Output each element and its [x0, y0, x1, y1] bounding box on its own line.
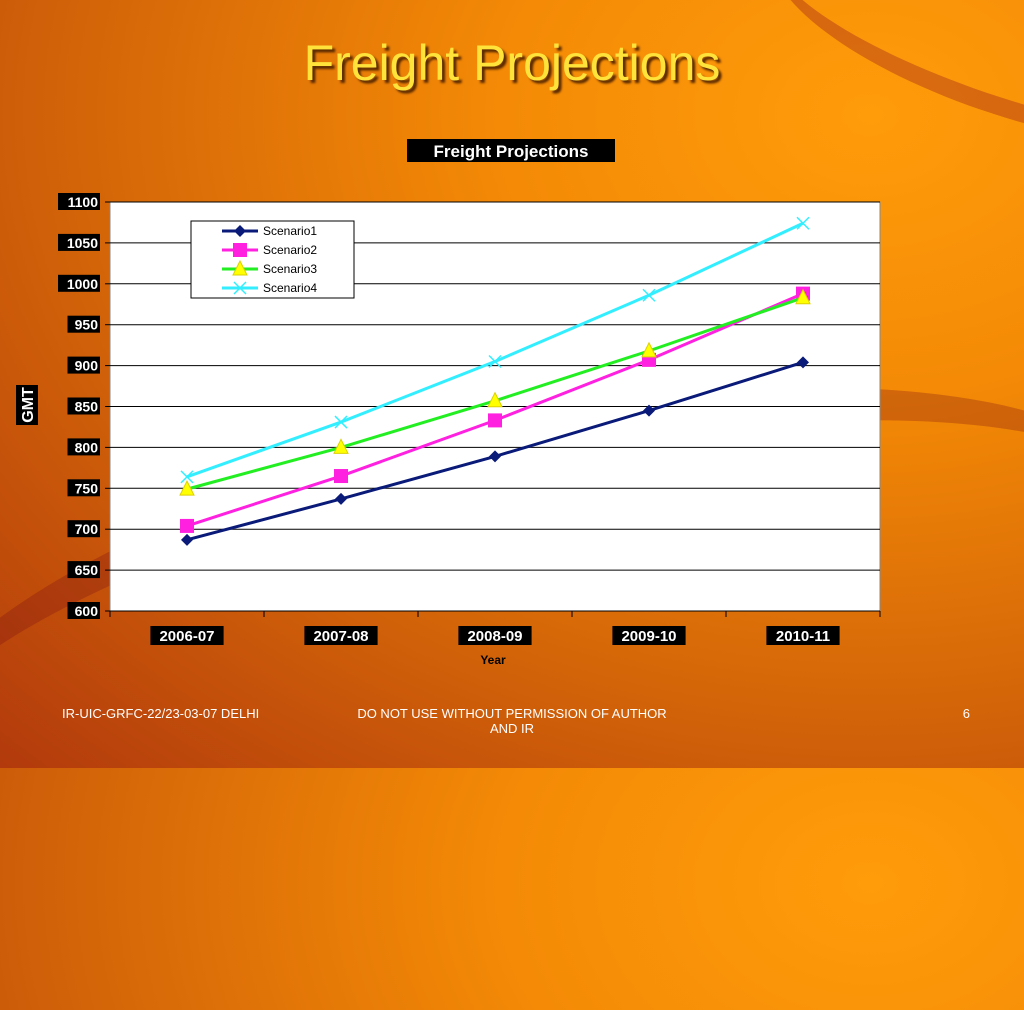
- y-tick-label: 1050: [67, 235, 98, 251]
- data-point: [179, 479, 195, 496]
- data-point: [488, 413, 502, 428]
- legend-swatch-marker: [233, 281, 247, 295]
- legend-entry-label: Scenario1: [263, 224, 317, 238]
- legend-entry-label: Scenario4: [263, 281, 317, 295]
- data-point: [642, 288, 656, 302]
- y-tick-label: 950: [75, 317, 99, 333]
- data-point: [335, 492, 347, 505]
- line-chart: 600 650 700 750 800 850 900 950 1000 1050 1100 200…: [16, 139, 881, 667]
- y-tick-label: 750: [75, 480, 99, 496]
- data-point: [641, 341, 657, 358]
- series-layer: [179, 216, 811, 546]
- y-axis-label: GMT: [16, 385, 38, 425]
- x-tick-label-background: [458, 626, 532, 645]
- x-tick-label: 2010-11: [776, 628, 830, 645]
- y-tick-label-background: [67, 356, 100, 374]
- chart-title: Freight Projections: [407, 139, 615, 162]
- x-tick-label: 2008-09: [467, 628, 522, 645]
- series-scenario3: [179, 288, 811, 496]
- y-tick-label: 1000: [67, 276, 98, 292]
- data-point: [334, 469, 348, 484]
- y-tick-label-background: [58, 193, 100, 210]
- legend-swatch-marker: [232, 259, 248, 276]
- x-axis-label: Year: [480, 653, 506, 667]
- y-tick-label: 700: [75, 521, 99, 537]
- y-tick-label: 800: [75, 439, 99, 455]
- slide-title: Freight Projections: [303, 35, 721, 91]
- y-tick-label-background: [67, 397, 100, 415]
- footer-left-text: IR-UIC-GRFC-22/23-03-07 DELHI: [62, 706, 260, 721]
- data-point: [796, 216, 810, 230]
- legend-box: [190, 220, 355, 299]
- y-tick-label-background: [67, 561, 100, 579]
- y-tick-label: 1100: [68, 194, 99, 210]
- y-tick-label-background: [67, 520, 100, 538]
- data-point: [795, 288, 811, 305]
- y-tick-label: 600: [75, 603, 99, 619]
- axis-labels: Year GMT: [16, 385, 506, 667]
- x-tick-label: 2006-07: [159, 628, 214, 645]
- series-scenario1: [181, 356, 809, 546]
- y-tick-label-background: [67, 479, 100, 497]
- series-scenario4: [180, 216, 810, 484]
- x-tick-label-background: [304, 626, 378, 645]
- y-tick-label-background: [58, 233, 100, 251]
- y-tick-label: 900: [75, 358, 99, 374]
- legend-entry-label: Scenario3: [263, 262, 317, 276]
- y-tick-label: 850: [75, 399, 99, 415]
- chart-title-background: [407, 139, 615, 162]
- legend: Scenario1 Scenario2 Scenario3 Scenario4: [190, 220, 355, 299]
- data-point: [180, 518, 194, 533]
- x-tick-label-background: [766, 626, 840, 645]
- data-point: [487, 391, 503, 408]
- y-axis-ticks: 600 650 700 750 800 850 900 950 1000 1050 1100: [58, 193, 110, 619]
- data-point: [181, 533, 193, 546]
- data-point: [488, 354, 502, 369]
- y-axis-label-background: [16, 385, 38, 425]
- y-tick-label-background: [67, 602, 100, 619]
- legend-swatch-marker: [234, 225, 246, 237]
- x-tick-label: 2009-10: [621, 628, 676, 645]
- x-tick-label: 2007-08: [313, 628, 368, 645]
- legend-entry-label: Scenario2: [263, 243, 317, 257]
- y-tick-label-background: [58, 274, 100, 292]
- data-point: [334, 415, 348, 429]
- footer-center-text: DO NOT USE WITHOUT PERMISSION OF AUTHOR …: [357, 706, 667, 736]
- x-tick-label-background: [612, 626, 686, 645]
- legend-swatch-marker: [233, 243, 247, 257]
- x-tick-label-background: [150, 626, 224, 645]
- page-number: 6: [962, 706, 970, 721]
- data-point: [180, 470, 194, 484]
- data-point: [489, 450, 501, 463]
- y-tick-label-background: [67, 438, 100, 456]
- data-point: [333, 438, 349, 454]
- chart-title-text: Freight Projections: [434, 142, 589, 161]
- x-axis-ticks: 2006-07 2007-08 2008-09 2009-10 2010-11: [109, 610, 881, 645]
- data-point: [643, 404, 655, 417]
- y-tick-label-background: [67, 315, 100, 333]
- y-tick-label: 650: [75, 562, 99, 578]
- y-axis-label-text: GMT: [20, 387, 37, 423]
- data-point: [797, 356, 809, 369]
